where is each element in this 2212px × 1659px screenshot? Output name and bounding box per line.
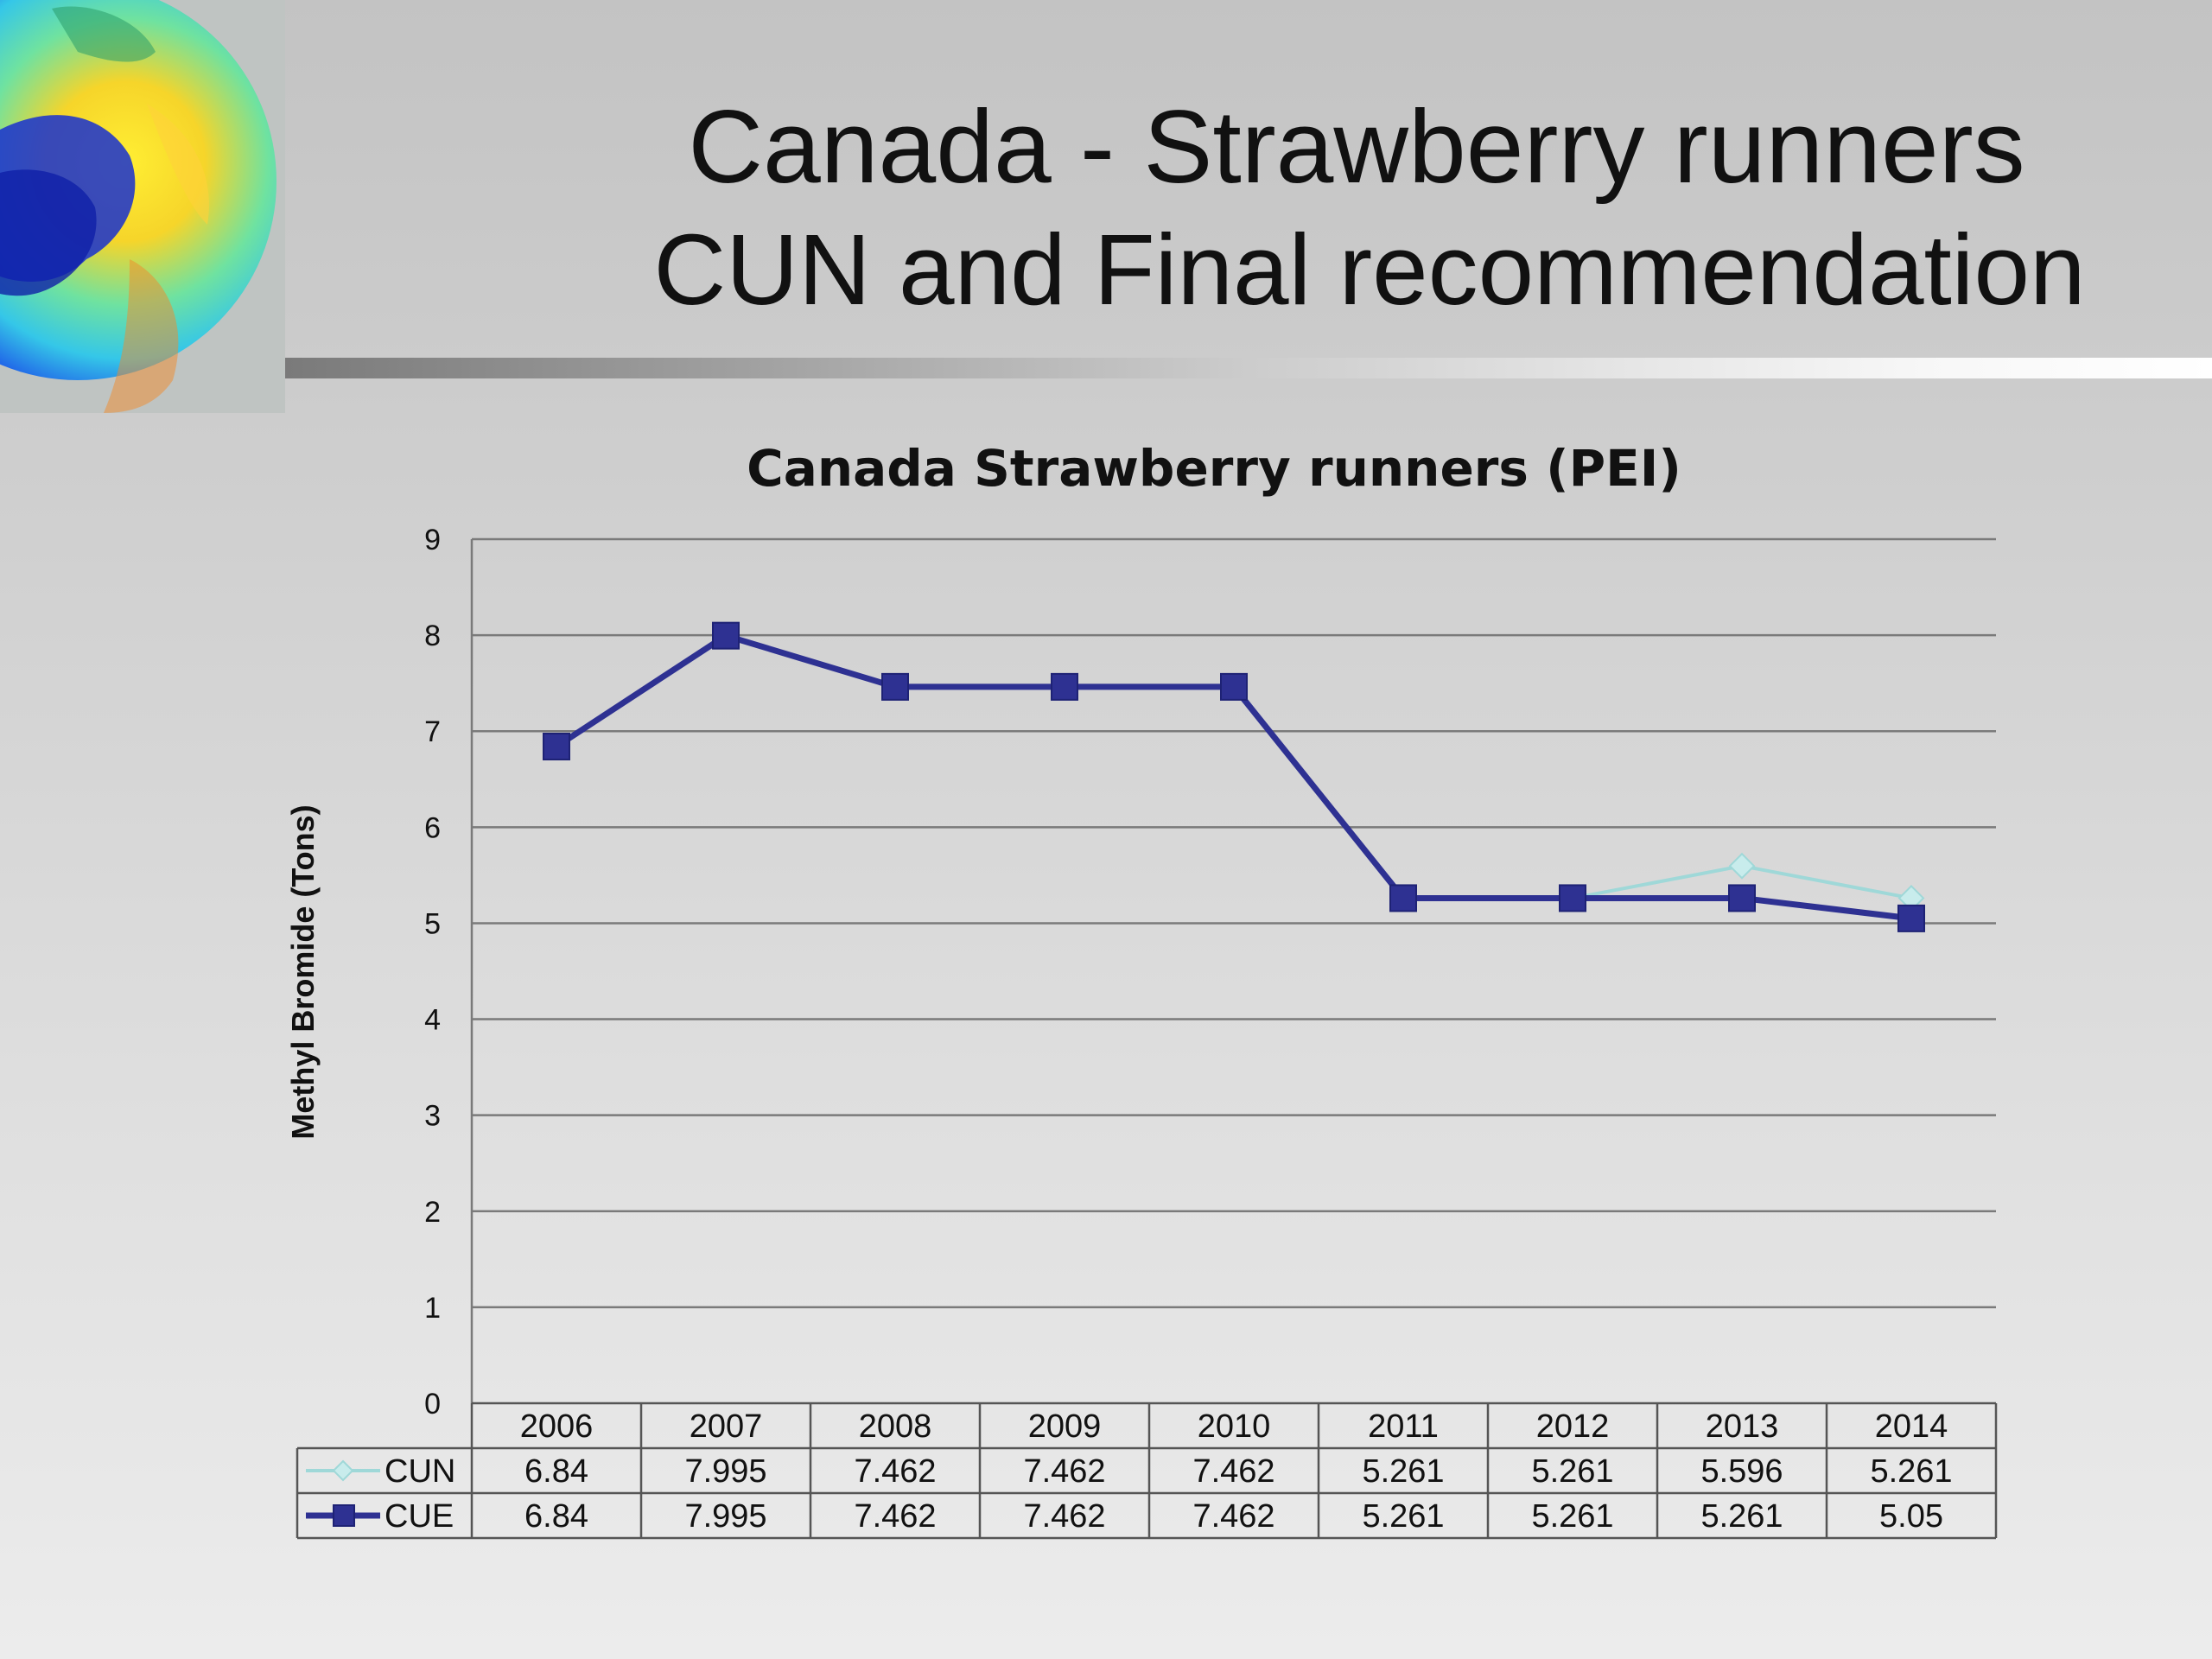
table-cell: 5.596 <box>1700 1453 1783 1490</box>
legend-label-cue: CUE <box>385 1498 454 1535</box>
table-cell: 5.261 <box>1531 1498 1613 1535</box>
header-divider <box>285 358 2212 378</box>
table-cell: 5.05 <box>1879 1498 1943 1535</box>
data-point-cue <box>1220 672 1248 701</box>
table-cell: 6.84 <box>524 1498 588 1535</box>
x-tick-label: 2010 <box>1198 1408 1271 1445</box>
table-cell: 6.84 <box>524 1453 588 1490</box>
table-cell: 5.261 <box>1531 1453 1613 1490</box>
slide-subtitle: CUN and Final recommendation <box>653 213 2086 326</box>
legend-marker-cue <box>333 1504 355 1527</box>
slide-title: Canada - Strawberry runners <box>688 89 2025 205</box>
y-tick-label: 4 <box>424 1004 441 1037</box>
data-point-cue <box>881 672 909 701</box>
y-tick-label: 0 <box>424 1388 441 1421</box>
table-cell: 7.462 <box>1023 1498 1105 1535</box>
data-point-cue <box>543 733 570 760</box>
table-cell: 7.995 <box>684 1453 766 1490</box>
y-tick-label: 3 <box>424 1100 441 1133</box>
x-tick-label: 2008 <box>859 1408 932 1445</box>
table-cell: 7.462 <box>854 1498 936 1535</box>
data-point-cue <box>1897 904 1925 932</box>
x-tick-label: 2014 <box>1875 1408 1948 1445</box>
y-tick-label: 5 <box>424 907 441 940</box>
data-point-cue <box>1051 672 1078 701</box>
y-tick-label: 2 <box>424 1196 441 1229</box>
table-cell: 5.261 <box>1870 1453 1952 1490</box>
legend-label-cun: CUN <box>385 1453 455 1490</box>
y-tick-label: 8 <box>424 620 441 652</box>
x-tick-label: 2009 <box>1028 1408 1102 1445</box>
data-point-cue <box>1559 884 1586 912</box>
earth-globe-logo <box>0 0 285 413</box>
data-point-cue <box>1728 884 1756 912</box>
legend-marker-cun <box>332 1459 354 1482</box>
table-cell: 7.462 <box>1192 1453 1274 1490</box>
y-tick-label: 9 <box>424 524 441 556</box>
x-tick-label: 2011 <box>1368 1408 1439 1445</box>
table-cell: 5.261 <box>1362 1453 1444 1490</box>
table-cell: 7.995 <box>684 1498 766 1535</box>
x-tick-label: 2007 <box>690 1408 763 1445</box>
y-tick-label: 6 <box>424 811 441 844</box>
y-tick-label: 1 <box>424 1292 441 1325</box>
table-cell: 7.462 <box>1192 1498 1274 1535</box>
data-point-cun <box>1728 852 1756 880</box>
table-cell: 7.462 <box>854 1453 936 1490</box>
table-cell: 7.462 <box>1023 1453 1105 1490</box>
chart-title: Canada Strawberry runners (PEI) <box>747 439 1681 498</box>
table-cell: 5.261 <box>1362 1498 1444 1535</box>
x-tick-label: 2006 <box>520 1408 594 1445</box>
data-point-cue <box>1389 884 1417 912</box>
y-axis-label: Methyl Bromide (Tons) <box>285 804 321 1139</box>
data-point-cue <box>712 621 740 650</box>
x-tick-label: 2013 <box>1706 1408 1779 1445</box>
table-cell: 5.261 <box>1700 1498 1783 1535</box>
x-tick-label: 2012 <box>1536 1408 1610 1445</box>
y-tick-label: 7 <box>424 715 441 748</box>
